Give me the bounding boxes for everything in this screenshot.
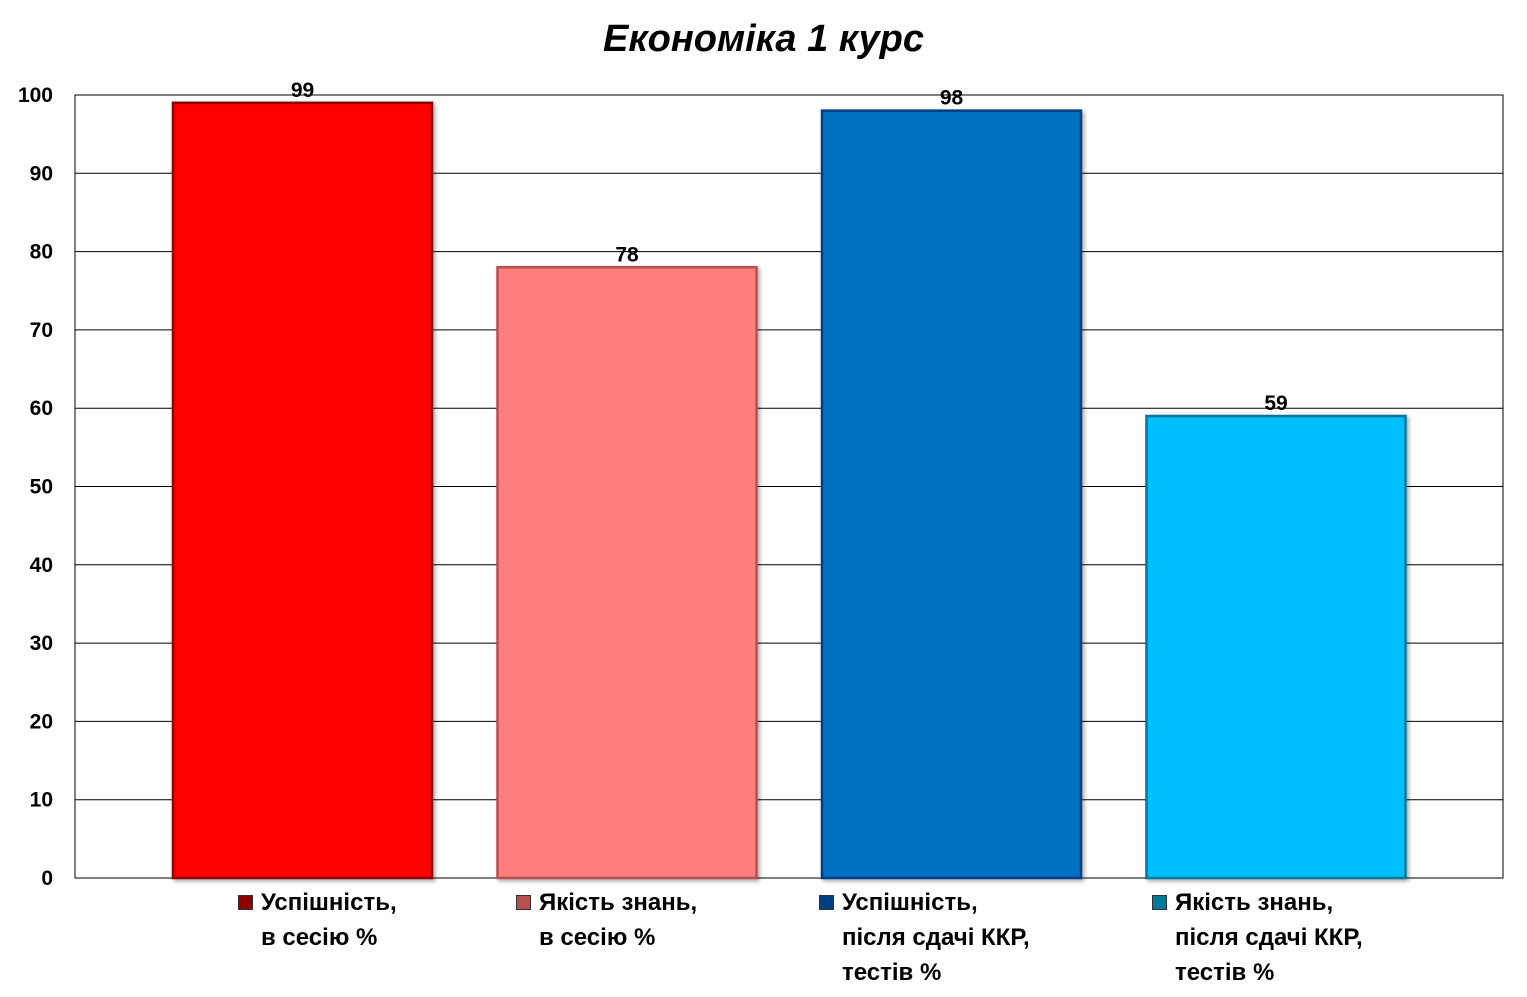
legend-swatch [238, 895, 253, 910]
data-label: 99 [291, 79, 314, 102]
legend-label: Успішність, після сдачі ККР, тестів % [842, 889, 1030, 986]
legend-label: Якість знань, після сдачі ККР, тестів % [1175, 889, 1363, 986]
y-tick-label: 20 [30, 710, 53, 733]
y-tick-label: 50 [30, 476, 53, 499]
y-tick-label: 90 [30, 162, 53, 185]
chart-title: Економіка 1 курс [603, 18, 924, 60]
data-label: 98 [940, 87, 964, 110]
y-tick-label: 0 [41, 867, 53, 890]
legend-label: Успішність, в сесію % [261, 889, 397, 951]
y-tick-label: 30 [30, 632, 53, 655]
y-tick-label: 40 [30, 554, 53, 577]
y-tick-label: 100 [18, 84, 53, 107]
bar [171, 101, 434, 880]
y-tick-label: 10 [30, 789, 53, 812]
bar [496, 266, 758, 880]
legend-label: Якість знань, в сесію % [539, 889, 698, 951]
legend-swatch [1152, 895, 1167, 910]
bar [1145, 414, 1407, 880]
y-tick-label: 80 [30, 241, 53, 264]
legend-swatch [819, 895, 834, 910]
data-label: 59 [1264, 392, 1287, 415]
data-label: 78 [615, 243, 639, 266]
bar [820, 109, 1083, 880]
legend-swatch [516, 895, 531, 910]
y-tick-label: 70 [30, 319, 53, 342]
y-tick-label: 60 [30, 397, 53, 420]
